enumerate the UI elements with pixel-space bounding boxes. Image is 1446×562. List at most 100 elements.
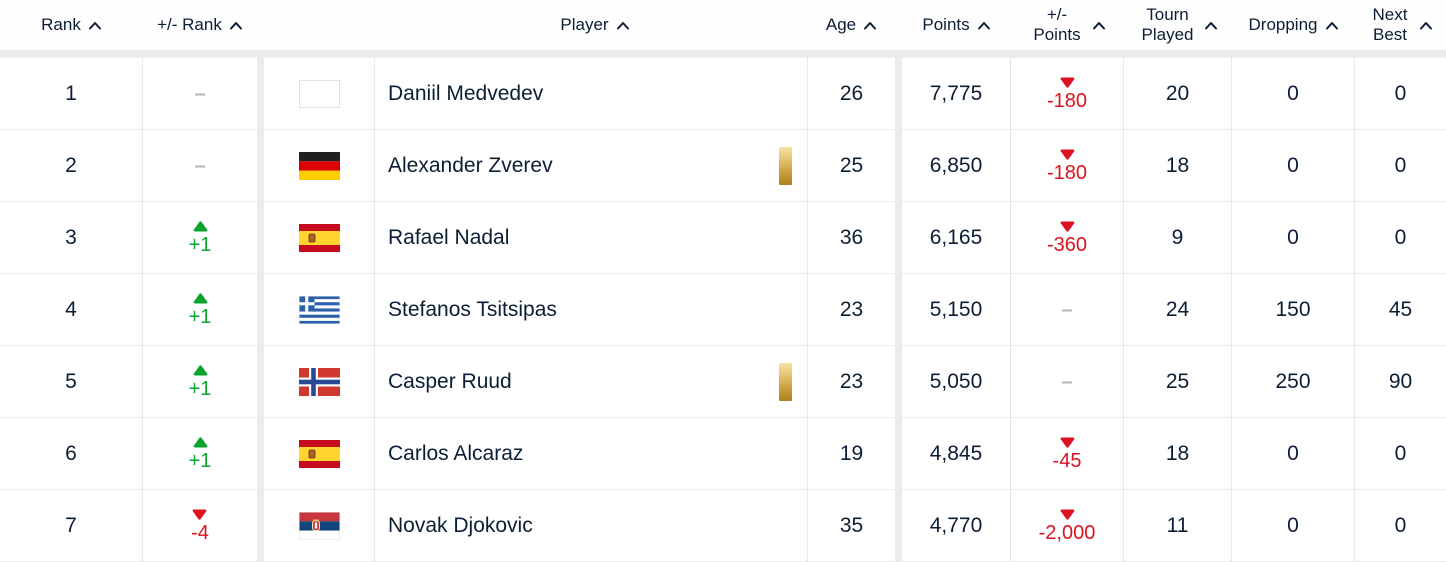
header-points-change[interactable]: +/- Points: [1011, 0, 1124, 50]
header-rank-label: Rank: [41, 15, 81, 35]
points-change-cell: -360: [1011, 202, 1124, 273]
header-points[interactable]: Points: [902, 0, 1011, 50]
player-cell: Rafael Nadal: [375, 202, 808, 273]
column-divider-band: [257, 490, 264, 561]
header-tourn-played[interactable]: Tourn Played: [1124, 0, 1232, 50]
gold-bar-icon: [779, 146, 792, 185]
player-name[interactable]: Novak Djokovic: [388, 513, 533, 537]
blank-flag-icon: [298, 79, 340, 108]
player-cell: Casper Ruud: [375, 346, 808, 417]
sort-chevron-icon: [977, 21, 990, 29]
next-best-cell: 0: [1394, 153, 1407, 177]
table-row[interactable]: 5 +1 Casper Ruud 23 5,050 – 25 250 90: [0, 346, 1446, 418]
header-player[interactable]: Player: [264, 0, 808, 50]
flag-cell: [264, 346, 375, 417]
table-body: 1 – Daniil Medvedev 26 7,775 -180 20 0 0…: [0, 58, 1446, 562]
sort-chevron-icon: [1420, 21, 1432, 29]
age-cell: 36: [839, 225, 864, 249]
header-age-label: Age: [825, 15, 857, 35]
header-age[interactable]: Age: [808, 0, 895, 50]
points-change-cell: -180: [1011, 130, 1124, 201]
down-triangle-icon: [1060, 221, 1074, 232]
player-name[interactable]: Daniil Medvedev: [388, 81, 544, 105]
points-cell: 5,050: [902, 346, 1011, 417]
change-value: -2,000: [1038, 521, 1096, 544]
sort-chevron-icon: [1093, 21, 1105, 29]
header-dropping[interactable]: Dropping: [1232, 0, 1355, 50]
tourn-played-cell: 18: [1124, 130, 1232, 201]
up-triangle-icon: [193, 292, 207, 303]
flag-cell: [264, 418, 375, 489]
rank-cell: 6: [0, 418, 143, 489]
points-cell: 6,165: [902, 202, 1011, 273]
column-divider-band: [895, 418, 902, 489]
change-value: -45: [1052, 449, 1082, 472]
points-cell: 4,770: [902, 490, 1011, 561]
sort-chevron-icon: [88, 21, 101, 29]
column-divider-band: [257, 274, 264, 345]
rank-cell: 7: [0, 490, 143, 561]
change-value: –: [1061, 298, 1073, 321]
change-value: –: [194, 82, 206, 105]
header-rank-change[interactable]: +/- Rank: [143, 0, 257, 50]
column-divider-band: [257, 202, 264, 273]
column-divider-band: [257, 130, 264, 201]
dropping-cell: 0: [1232, 202, 1355, 273]
table-row[interactable]: 3 +1 Rafael Nadal 36 6,165 -360 9 0 0: [0, 202, 1446, 274]
gold-bar-icon: [779, 362, 792, 401]
points-cell: 5,150: [902, 274, 1011, 345]
down-triangle-icon: [1060, 509, 1074, 520]
header-points-change-label: +/- Points: [1033, 5, 1081, 44]
spain-flag-icon: [298, 439, 340, 468]
flag-cell: [264, 490, 375, 561]
header-points-label: Points: [922, 15, 970, 35]
tourn-played-cell: 25: [1124, 346, 1232, 417]
table-row[interactable]: 4 +1 Stefanos Tsitsipas 23 5,150 – 24 15…: [0, 274, 1446, 346]
greece-flag-icon: [298, 295, 340, 324]
rank-change-cell: +1: [143, 418, 257, 489]
down-triangle-icon: [193, 509, 207, 520]
player-cell: Daniil Medvedev: [375, 58, 808, 129]
sort-chevron-icon: [616, 21, 629, 29]
age-cell: 35: [839, 513, 864, 537]
column-divider-band: [257, 418, 264, 489]
change-value: -4: [191, 521, 209, 544]
up-triangle-icon: [193, 436, 207, 447]
serbia-flag-icon: [298, 511, 340, 540]
header-rank-change-label: +/- Rank: [157, 15, 222, 35]
rank-change-cell: +1: [143, 274, 257, 345]
column-divider-band: [895, 490, 902, 561]
change-value: +1: [188, 377, 212, 400]
dropping-cell: 250: [1232, 346, 1355, 417]
table-row[interactable]: 2 – Alexander Zverev 25 6,850 -180 18 0 …: [0, 130, 1446, 202]
down-triangle-icon: [1060, 77, 1074, 88]
tourn-played-cell: 11: [1124, 490, 1232, 561]
points-change-cell: –: [1011, 274, 1124, 345]
points-cell: 6,850: [902, 130, 1011, 201]
table-row[interactable]: 7 -4 Novak Djokovic 35 4,770 -2,000 11 0…: [0, 490, 1446, 562]
player-name[interactable]: Stefanos Tsitsipas: [388, 297, 557, 321]
spain-flag-icon: [298, 223, 340, 252]
player-cell: Novak Djokovic: [375, 490, 808, 561]
player-name[interactable]: Rafael Nadal: [388, 225, 510, 249]
change-value: +1: [188, 305, 212, 328]
player-cell: Carlos Alcaraz: [375, 418, 808, 489]
player-name[interactable]: Casper Ruud: [388, 369, 512, 393]
table-header: Rank +/- Rank Player Age Points +/- Poin…: [0, 0, 1446, 50]
next-best-cell: 0: [1394, 81, 1407, 105]
points-cell: 4,845: [902, 418, 1011, 489]
player-cell: Alexander Zverev: [375, 130, 808, 201]
rank-change-cell: –: [143, 130, 257, 201]
header-next-best[interactable]: Next Best: [1355, 0, 1446, 50]
age-cell: 26: [839, 81, 864, 105]
column-divider-band: [895, 58, 902, 129]
table-row[interactable]: 1 – Daniil Medvedev 26 7,775 -180 20 0 0: [0, 58, 1446, 130]
player-name[interactable]: Alexander Zverev: [388, 153, 553, 177]
player-cell: Stefanos Tsitsipas: [375, 274, 808, 345]
next-best-cell: 45: [1388, 297, 1413, 321]
header-rank[interactable]: Rank: [0, 0, 143, 50]
column-divider-band: [895, 202, 902, 273]
player-name[interactable]: Carlos Alcaraz: [388, 441, 524, 465]
header-tourn-played-label: Tourn Played: [1141, 5, 1194, 44]
table-row[interactable]: 6 +1 Carlos Alcaraz 19 4,845 -45 18 0 0: [0, 418, 1446, 490]
